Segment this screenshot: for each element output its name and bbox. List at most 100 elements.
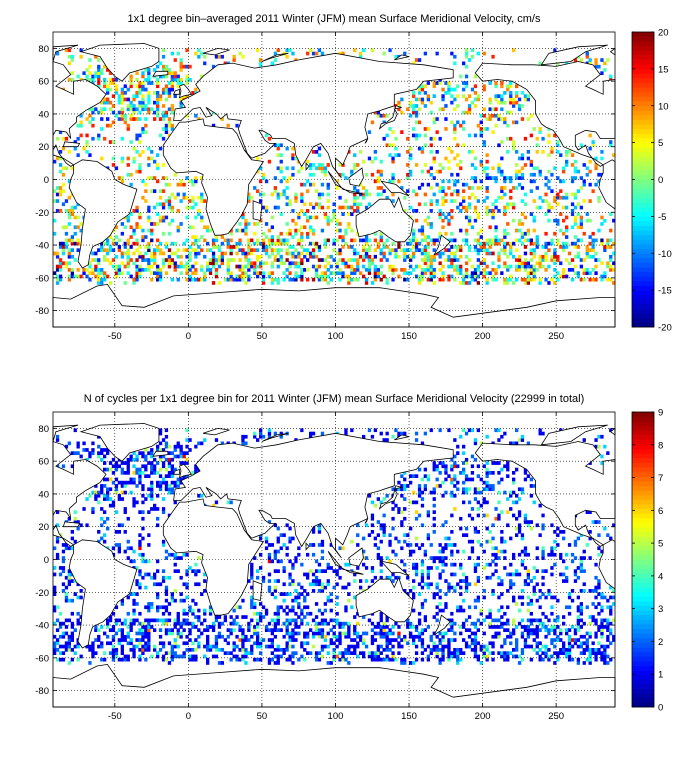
data-cell [267, 559, 272, 564]
data-cell [138, 163, 142, 167]
data-cell [491, 130, 495, 134]
data-cell [429, 277, 433, 282]
data-cell [453, 631, 457, 636]
data-cell [556, 258, 560, 262]
data-cell [535, 634, 539, 639]
data-cell [503, 628, 507, 632]
data-cell [353, 615, 357, 619]
data-cell [329, 628, 333, 632]
data-cell [397, 107, 401, 112]
data-cell [450, 572, 454, 577]
data-cell [214, 654, 219, 659]
data-cell [556, 254, 560, 259]
data-cell [567, 150, 572, 154]
data-cell [497, 238, 501, 243]
data-cell [164, 657, 169, 662]
data-cell [485, 562, 489, 567]
data-cell [173, 77, 177, 82]
data-cell [526, 261, 530, 266]
data-cell [370, 651, 375, 655]
data-cell [64, 231, 69, 236]
data-cell [606, 598, 610, 603]
data-cell [579, 651, 583, 655]
data-cell [476, 212, 480, 216]
data-cell [297, 251, 301, 256]
data-cell [147, 572, 151, 577]
data-cell [520, 156, 525, 161]
data-cell [362, 651, 366, 655]
data-cell [170, 251, 174, 256]
data-cell [491, 176, 495, 180]
data-cell [291, 235, 295, 239]
data-cell [470, 648, 475, 652]
data-cell [462, 110, 466, 115]
data-cell [214, 258, 219, 262]
data-cell [488, 251, 492, 256]
data-cell [164, 628, 169, 632]
data-cell [291, 638, 295, 642]
data-cell [147, 209, 151, 213]
data-cell [500, 186, 504, 190]
data-cell [432, 556, 436, 560]
data-cell [388, 143, 392, 148]
data-cell [565, 258, 569, 262]
data-cell [576, 628, 580, 632]
data-cell [467, 104, 472, 108]
data-cell [379, 271, 383, 275]
data-cell [512, 281, 516, 285]
data-cell [420, 631, 425, 636]
data-cell [156, 274, 160, 279]
data-cell [309, 228, 313, 233]
data-cell [161, 64, 166, 69]
data-cell [106, 526, 110, 531]
data-cell [591, 277, 595, 282]
data-cell [323, 618, 327, 623]
colorbar-segment [632, 96, 654, 102]
data-cell [467, 245, 472, 249]
data-cell [138, 169, 142, 174]
data-cell [147, 533, 151, 537]
data-cell [132, 104, 136, 108]
data-cell [500, 271, 504, 275]
data-cell [565, 163, 569, 167]
data-cell [161, 176, 166, 180]
data-cell [556, 533, 560, 537]
data-cell [609, 585, 613, 590]
data-cell [567, 605, 572, 610]
data-cell [473, 104, 478, 108]
data-cell [409, 113, 413, 118]
data-cell [350, 212, 354, 216]
data-cell [300, 261, 304, 266]
data-cell [261, 241, 266, 246]
data-cell [53, 231, 57, 236]
data-cell [197, 608, 201, 613]
data-cell [406, 241, 410, 246]
data-cell [150, 654, 154, 659]
data-cell [482, 631, 486, 636]
data-cell [500, 117, 504, 121]
data-cell [344, 231, 348, 236]
data-cell [203, 644, 207, 649]
data-cell [494, 268, 498, 272]
data-cell [282, 192, 286, 197]
data-cell [185, 74, 189, 79]
data-cell [164, 64, 169, 69]
data-cell [67, 254, 71, 259]
data-cell [244, 228, 248, 233]
data-cell [344, 608, 348, 613]
data-cell [188, 205, 192, 210]
data-cell [147, 631, 151, 636]
data-cell [67, 644, 71, 649]
data-cell [420, 585, 425, 590]
data-cell [85, 150, 89, 154]
data-cell [467, 94, 472, 98]
data-cell [470, 277, 475, 282]
data-cell [420, 569, 425, 573]
data-cell [512, 143, 516, 148]
colorbar-segment [632, 197, 654, 203]
data-cell [582, 199, 586, 203]
data-cell [556, 615, 560, 619]
data-cell [126, 654, 130, 659]
data-cell [523, 566, 528, 570]
data-cell [417, 582, 422, 587]
